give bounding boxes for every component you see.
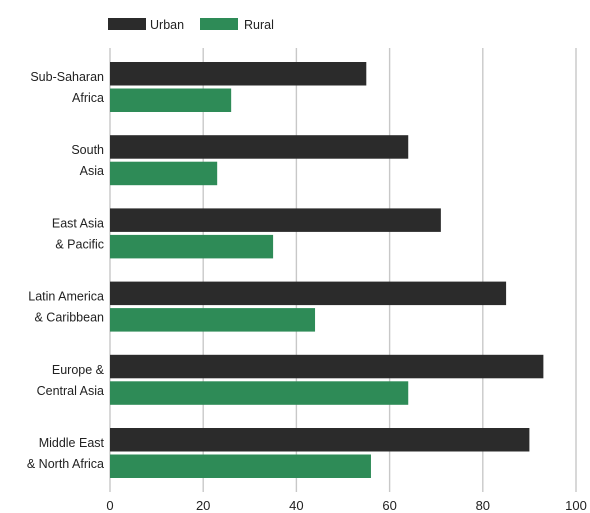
category-label-3-0: Latin America [28, 290, 104, 304]
grid-lines [109, 48, 577, 492]
bar-rural-1 [110, 161, 218, 186]
bar-rural-2 [110, 234, 274, 259]
category-label-5-1: & North Africa [27, 457, 104, 471]
bars [110, 62, 544, 478]
bar-urban-1 [110, 135, 409, 159]
bar-urban-5 [110, 428, 530, 452]
category-label-5-0: Middle East [39, 436, 105, 450]
bar-rural-3 [110, 308, 316, 332]
bar-urban-4 [110, 354, 544, 379]
bar-rural-0 [110, 88, 232, 112]
category-label-4-0: Europe & [52, 363, 105, 377]
category-label-2-1: & Pacific [55, 237, 104, 251]
category-label-1-1: Asia [80, 164, 104, 178]
bar-rural-4 [110, 381, 409, 405]
bar-urban-0 [110, 62, 367, 86]
bar-urban-3 [110, 281, 507, 306]
bar-urban-2 [110, 208, 441, 232]
x-tick-100: 100 [565, 498, 587, 513]
legend-swatch-urban [108, 18, 146, 30]
legend: Urban Rural [108, 18, 274, 32]
category-label-3-1: & Caribbean [35, 311, 105, 325]
x-tick-20: 20 [196, 498, 210, 513]
category-labels: Sub-Saharan Africa South Asia East Asia & Pac… [27, 70, 105, 471]
x-tick-40: 40 [289, 498, 303, 513]
legend-label-rural: Rural [244, 18, 274, 32]
category-label-1-0: South [71, 143, 104, 157]
bar-rural-5 [110, 454, 371, 478]
category-label-0-1: Africa [72, 91, 104, 105]
x-tick-80: 80 [476, 498, 490, 513]
legend-swatch-rural [200, 18, 238, 30]
x-tick-labels: 0 20 40 60 80 100 [106, 498, 586, 513]
category-label-2-0: East Asia [52, 216, 104, 230]
x-tick-0: 0 [106, 498, 113, 513]
x-tick-60: 60 [382, 498, 396, 513]
legend-label-urban: Urban [150, 18, 184, 32]
category-label-0-0: Sub-Saharan [30, 70, 104, 84]
category-label-4-1: Central Asia [37, 384, 104, 398]
